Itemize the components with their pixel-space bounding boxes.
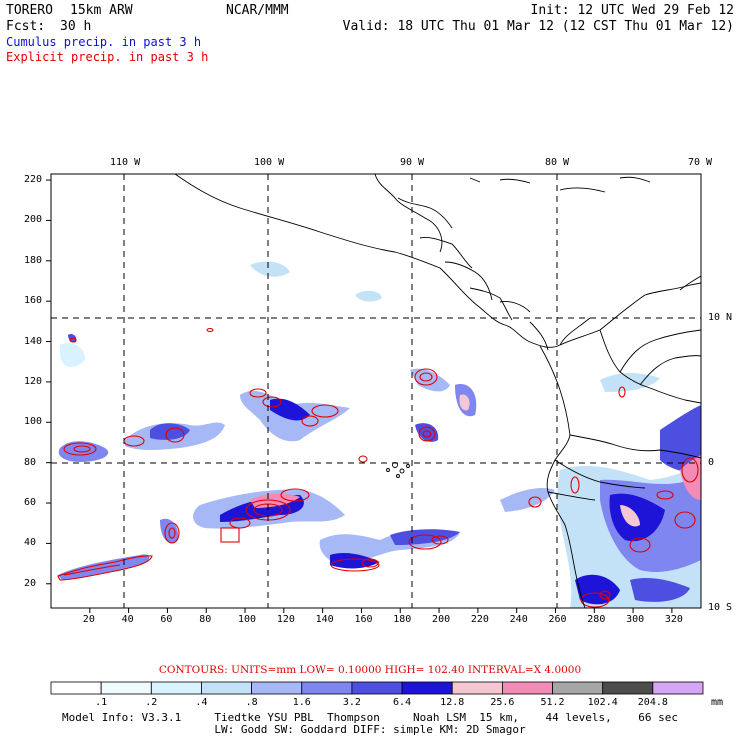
colorbar-value: .2 <box>145 697 158 708</box>
y-tick-label: 160 <box>24 295 43 307</box>
colorbar-swatch <box>301 681 353 695</box>
lat-label-10s: 10 S <box>708 602 733 613</box>
lon-label-70w: 70 W <box>688 157 713 168</box>
x-tick-label: 40 <box>121 614 134 625</box>
lon-label-80w: 80 W <box>545 157 570 168</box>
init-time: Init: 12 UTC Wed 29 Feb 12 <box>530 3 735 18</box>
axis-ticks <box>46 179 673 613</box>
colorbar-value: 3.2 <box>342 697 361 708</box>
x-tick-label: 120 <box>276 614 295 625</box>
y-tick-label: 120 <box>24 375 43 387</box>
x-tick-label: 200 <box>432 614 451 625</box>
cumulus-field <box>58 261 701 608</box>
lon-label-100w: 100 W <box>254 157 285 168</box>
colorbar-swatch <box>652 681 704 695</box>
colorbar-swatch <box>50 681 102 695</box>
lat-label-eq: 0 <box>708 457 715 468</box>
colorbar-swatch <box>251 681 303 695</box>
model-info-line2: LW: Godd SW: Goddard DIFF: simple KM: 2D… <box>214 723 526 736</box>
colorbar-value: .8 <box>245 697 258 708</box>
colorbar-value: .4 <box>195 697 208 708</box>
graticule <box>51 174 701 608</box>
colorbar-swatch <box>552 681 604 695</box>
colorbar <box>50 681 704 695</box>
colorbar-swatch <box>150 681 202 695</box>
y-tick-label: 220 <box>24 174 43 186</box>
x-tick-label: 280 <box>587 614 606 625</box>
lon-label-90w: 90 W <box>400 157 425 168</box>
organization: NCAR/MMM <box>226 3 289 18</box>
x-tick-label: 80 <box>199 614 212 625</box>
model-info-line1: Model Info: V3.3.1 Tiedtke YSU PBL Thomp… <box>62 711 678 724</box>
colorbar-swatch <box>351 681 403 695</box>
x-tick-label: 140 <box>315 614 334 625</box>
x-tick-label: 160 <box>354 614 373 625</box>
x-tick-label: 300 <box>626 614 645 625</box>
y-tick-label: 40 <box>24 537 37 549</box>
x-tick-label: 60 <box>160 614 173 625</box>
colorbar-swatch <box>100 681 152 695</box>
explicit-label: Explicit precip. in past 3 h <box>6 50 209 64</box>
y-tick-label: 20 <box>24 577 37 589</box>
x-tick-label: 100 <box>238 614 257 625</box>
x-tick-label: 240 <box>509 614 528 625</box>
map-frame <box>50 173 702 609</box>
y-tick-label: 60 <box>24 497 37 509</box>
colorbar-swatch <box>602 681 654 695</box>
cumulus-label: Cumulus precip. in past 3 h <box>6 35 202 49</box>
colorbar-value: 51.2 <box>540 697 565 708</box>
colorbar-value: 6.4 <box>393 697 412 708</box>
valid-time: Valid: 18 UTC Thu 01 Mar 12 (12 CST Thu … <box>342 19 734 34</box>
x-tick-label: 320 <box>664 614 683 625</box>
forecast-label: Fcst: <box>6 19 46 34</box>
model-resolution: 15km ARW <box>70 3 133 18</box>
colorbar-swatch <box>401 681 453 695</box>
x-tick-label: 220 <box>470 614 489 625</box>
x-tick-label: 180 <box>393 614 412 625</box>
model-name: TORERO <box>6 3 53 18</box>
colorbar-value: 102.4 <box>587 697 618 708</box>
forecast-hour: 30 h <box>60 19 92 34</box>
y-tick-label: 200 <box>24 214 43 226</box>
lon-label-110w: 110 W <box>110 157 141 168</box>
y-tick-label: 100 <box>24 416 43 428</box>
colorbar-value: 204.8 <box>637 697 668 708</box>
x-tick-label: 20 <box>82 614 95 625</box>
coastlines <box>174 174 701 608</box>
colorbar-value: 25.6 <box>490 697 515 708</box>
colorbar-swatch <box>501 681 553 695</box>
y-tick-label: 180 <box>24 254 43 266</box>
colorbar-unit: mm <box>710 697 724 708</box>
y-tick-label: 80 <box>24 456 37 468</box>
lat-label-10n: 10 N <box>708 312 733 323</box>
contours-info: CONTOURS: UNITS=mm LOW= 0.10000 HIGH= 10… <box>158 664 582 676</box>
y-tick-label: 140 <box>24 335 43 347</box>
colorbar-swatch <box>201 681 253 695</box>
colorbar-value: .1 <box>95 697 108 708</box>
colorbar-swatch <box>451 681 503 695</box>
colorbar-value: 1.6 <box>292 697 311 708</box>
x-tick-label: 260 <box>548 614 567 625</box>
colorbar-value: 12.8 <box>440 697 465 708</box>
